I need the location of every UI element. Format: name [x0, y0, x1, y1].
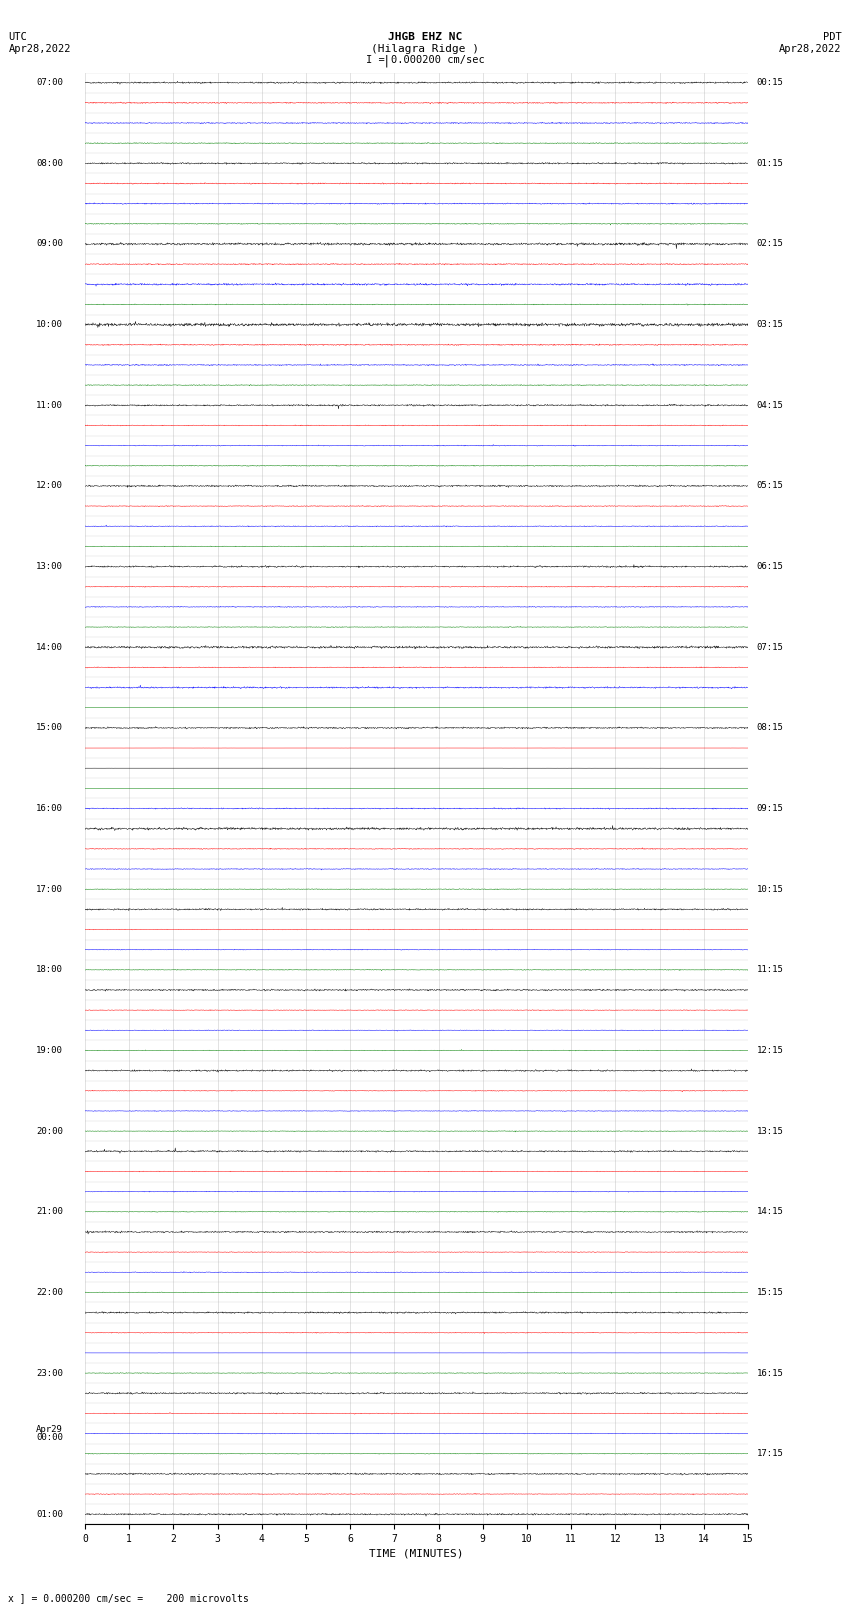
- Text: x ] = 0.000200 cm/sec =    200 microvolts: x ] = 0.000200 cm/sec = 200 microvolts: [8, 1594, 249, 1603]
- Text: 16:15: 16:15: [756, 1368, 784, 1378]
- Text: 17:15: 17:15: [756, 1448, 784, 1458]
- Text: |: |: [383, 55, 390, 68]
- Text: 05:15: 05:15: [756, 481, 784, 490]
- Text: 15:15: 15:15: [756, 1287, 784, 1297]
- Text: 22:00: 22:00: [36, 1287, 63, 1297]
- Text: 09:15: 09:15: [756, 803, 784, 813]
- Text: 20:00: 20:00: [36, 1126, 63, 1136]
- Text: 06:15: 06:15: [756, 561, 784, 571]
- Text: JHGB EHZ NC: JHGB EHZ NC: [388, 32, 462, 42]
- Text: 01:15: 01:15: [756, 158, 784, 168]
- Text: 09:00: 09:00: [36, 239, 63, 248]
- Text: 23:00: 23:00: [36, 1368, 63, 1378]
- Text: 02:15: 02:15: [756, 239, 784, 248]
- Text: 10:00: 10:00: [36, 319, 63, 329]
- Text: 13:00: 13:00: [36, 561, 63, 571]
- Text: 16:00: 16:00: [36, 803, 63, 813]
- Text: 03:15: 03:15: [756, 319, 784, 329]
- Text: 12:15: 12:15: [756, 1045, 784, 1055]
- Text: 11:00: 11:00: [36, 400, 63, 410]
- Text: 18:00: 18:00: [36, 965, 63, 974]
- Text: 14:15: 14:15: [756, 1207, 784, 1216]
- Text: 04:15: 04:15: [756, 400, 784, 410]
- Text: 01:00: 01:00: [36, 1510, 63, 1519]
- Text: 08:15: 08:15: [756, 723, 784, 732]
- Text: 15:00: 15:00: [36, 723, 63, 732]
- Text: I = 0.000200 cm/sec: I = 0.000200 cm/sec: [366, 55, 484, 65]
- Text: UTC: UTC: [8, 32, 27, 42]
- Text: PDT: PDT: [823, 32, 842, 42]
- Text: 08:00: 08:00: [36, 158, 63, 168]
- Text: Apr29: Apr29: [36, 1424, 63, 1434]
- Text: 00:15: 00:15: [756, 77, 784, 87]
- Text: 19:00: 19:00: [36, 1045, 63, 1055]
- Text: 17:00: 17:00: [36, 884, 63, 894]
- Text: 07:15: 07:15: [756, 642, 784, 652]
- Text: 12:00: 12:00: [36, 481, 63, 490]
- Text: 14:00: 14:00: [36, 642, 63, 652]
- Text: Apr28,2022: Apr28,2022: [8, 44, 71, 53]
- Text: 00:00: 00:00: [36, 1432, 63, 1442]
- Text: (Hilagra Ridge ): (Hilagra Ridge ): [371, 44, 479, 53]
- Text: 13:15: 13:15: [756, 1126, 784, 1136]
- Text: 10:15: 10:15: [756, 884, 784, 894]
- Text: Apr28,2022: Apr28,2022: [779, 44, 842, 53]
- X-axis label: TIME (MINUTES): TIME (MINUTES): [369, 1548, 464, 1558]
- Text: 07:00: 07:00: [36, 77, 63, 87]
- Text: 21:00: 21:00: [36, 1207, 63, 1216]
- Text: 11:15: 11:15: [756, 965, 784, 974]
